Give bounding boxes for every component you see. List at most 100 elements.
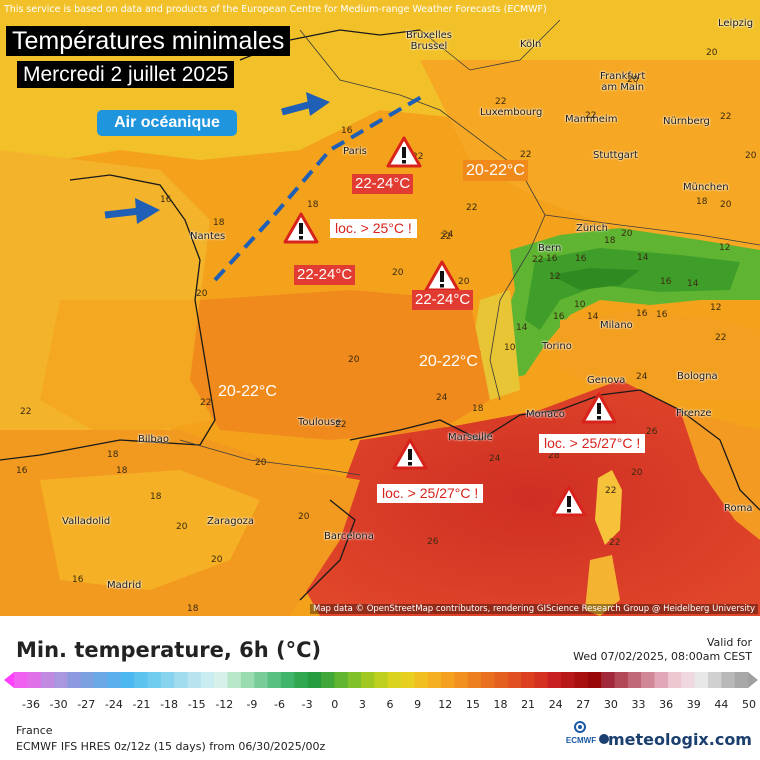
temp-value: 20 xyxy=(720,200,732,210)
temp-value: 10 xyxy=(574,300,586,310)
scale-cell xyxy=(107,672,122,688)
range-label: 22-24°C xyxy=(352,174,414,194)
warning-triangle-icon xyxy=(392,438,428,470)
temp-value: 16 xyxy=(575,254,587,264)
temp-value: 20 xyxy=(348,355,360,365)
temp-value: 16 xyxy=(636,309,648,319)
scale-cell xyxy=(641,672,656,688)
scale-cell xyxy=(347,672,362,688)
temp-value: 16 xyxy=(16,466,28,476)
scale-tick-label: -15 xyxy=(187,698,206,711)
temp-value: 22 xyxy=(412,152,424,162)
scale-tick-label: 18 xyxy=(493,698,508,711)
scale-cell xyxy=(694,672,709,688)
legend-title: Min. temperature, 6h (°C) xyxy=(16,638,322,662)
city-label: Toulouse xyxy=(298,417,342,428)
temp-value: 22 xyxy=(520,150,532,160)
scale-cell xyxy=(267,672,282,688)
legend-panel: Min. temperature, 6h (°C) Valid for Wed … xyxy=(0,616,760,760)
scale-tick-label: -21 xyxy=(132,698,151,711)
city-label: Bruxelles Brussel xyxy=(406,30,452,52)
valid-for-label: Valid for xyxy=(706,636,752,649)
scale-cell xyxy=(601,672,616,688)
scale-tick-label: 9 xyxy=(414,698,422,711)
scale-cell xyxy=(427,672,442,688)
city-label: Marseille xyxy=(448,432,493,443)
scale-tick-label: 3 xyxy=(358,698,366,711)
scale-cell xyxy=(521,672,535,688)
scale-cell xyxy=(494,672,509,688)
scale-tick-label: -27 xyxy=(77,698,96,711)
scale-cell xyxy=(174,672,188,688)
scale-cell xyxy=(294,672,309,688)
scale-cell xyxy=(467,672,482,688)
scale-cell xyxy=(280,672,295,688)
scale-cell xyxy=(547,672,562,688)
temp-value: 14 xyxy=(687,279,699,289)
scale-cell xyxy=(561,672,576,688)
city-label: Monaco xyxy=(526,409,565,420)
scale-cell xyxy=(147,672,162,688)
range-label: 20-22°C xyxy=(463,160,528,181)
scale-tick-label: 12 xyxy=(438,698,453,711)
range-label: 20-22°C xyxy=(416,351,481,372)
city-label: Stuttgart xyxy=(593,150,638,161)
scale-cell xyxy=(120,672,135,688)
temp-value: 28 xyxy=(548,451,560,461)
scale-tick-label: 15 xyxy=(465,698,480,711)
temp-value: 24 xyxy=(489,454,501,464)
oceanic-air-label: Air océanique xyxy=(97,110,237,136)
temp-value: 16 xyxy=(160,195,172,205)
scale-cell xyxy=(160,672,175,688)
scale-cell xyxy=(227,672,242,688)
temp-value: 22 xyxy=(200,398,212,408)
city-label: Paris xyxy=(343,146,367,157)
temp-value: 20 xyxy=(255,458,267,468)
city-label: Bologna xyxy=(677,371,718,382)
scale-cell xyxy=(334,672,349,688)
scale-cell xyxy=(401,672,415,688)
scale-cell xyxy=(54,672,68,688)
scale-tick-label: 33 xyxy=(631,698,646,711)
valid-time-block: Valid for Wed 07/02/2025, 08:00am CEST xyxy=(573,636,752,664)
scale-cell xyxy=(94,672,108,688)
scale-tick-label: -24 xyxy=(104,698,123,711)
scale-cell xyxy=(200,672,215,688)
temp-value: 14 xyxy=(516,323,528,333)
scale-tick-label: -36 xyxy=(22,698,40,711)
temp-value: 20 xyxy=(196,289,208,299)
temp-value: 22 xyxy=(532,255,544,265)
scale-tick-label: -30 xyxy=(49,698,68,711)
scale-cell xyxy=(134,672,148,688)
city-label: München xyxy=(683,182,729,193)
city-label: Mannheim xyxy=(565,114,618,125)
meteologix-logo-icon xyxy=(599,734,609,744)
temp-value: 22 xyxy=(20,407,32,417)
region-label: France xyxy=(16,724,53,737)
city-label: Frankfurt am Main xyxy=(600,71,646,93)
temp-value: 18 xyxy=(116,466,128,476)
ecmwf-logo-text: ECMWF xyxy=(565,736,597,745)
temp-value: 24 xyxy=(436,393,448,403)
scale-cell xyxy=(240,672,255,688)
scale-cell xyxy=(534,672,549,688)
alert-label: loc. > 25/27°C ! xyxy=(539,434,646,453)
temp-value: 22 xyxy=(605,486,617,496)
temp-value: 22 xyxy=(609,538,621,548)
city-label: Köln xyxy=(520,39,542,50)
temp-value: 24 xyxy=(636,372,648,382)
temp-value: 12 xyxy=(719,243,731,253)
temp-value: 18 xyxy=(107,450,119,460)
scale-cell xyxy=(681,672,696,688)
temp-value: 18 xyxy=(213,218,225,228)
scale-cell xyxy=(507,672,522,688)
temp-value: 18 xyxy=(472,404,484,414)
scale-tick-label: 39 xyxy=(686,698,701,711)
valid-time: Wed 07/02/2025, 08:00am CEST xyxy=(573,650,752,663)
city-label: Milano xyxy=(600,320,633,331)
scale-cell xyxy=(187,672,202,688)
map-base xyxy=(0,0,760,616)
scale-tick-label: -9 xyxy=(246,698,258,711)
model-info: ECMWF IFS HRES 0z/12z (15 days) from 06/… xyxy=(16,740,326,753)
temp-value: 20 xyxy=(458,277,470,287)
